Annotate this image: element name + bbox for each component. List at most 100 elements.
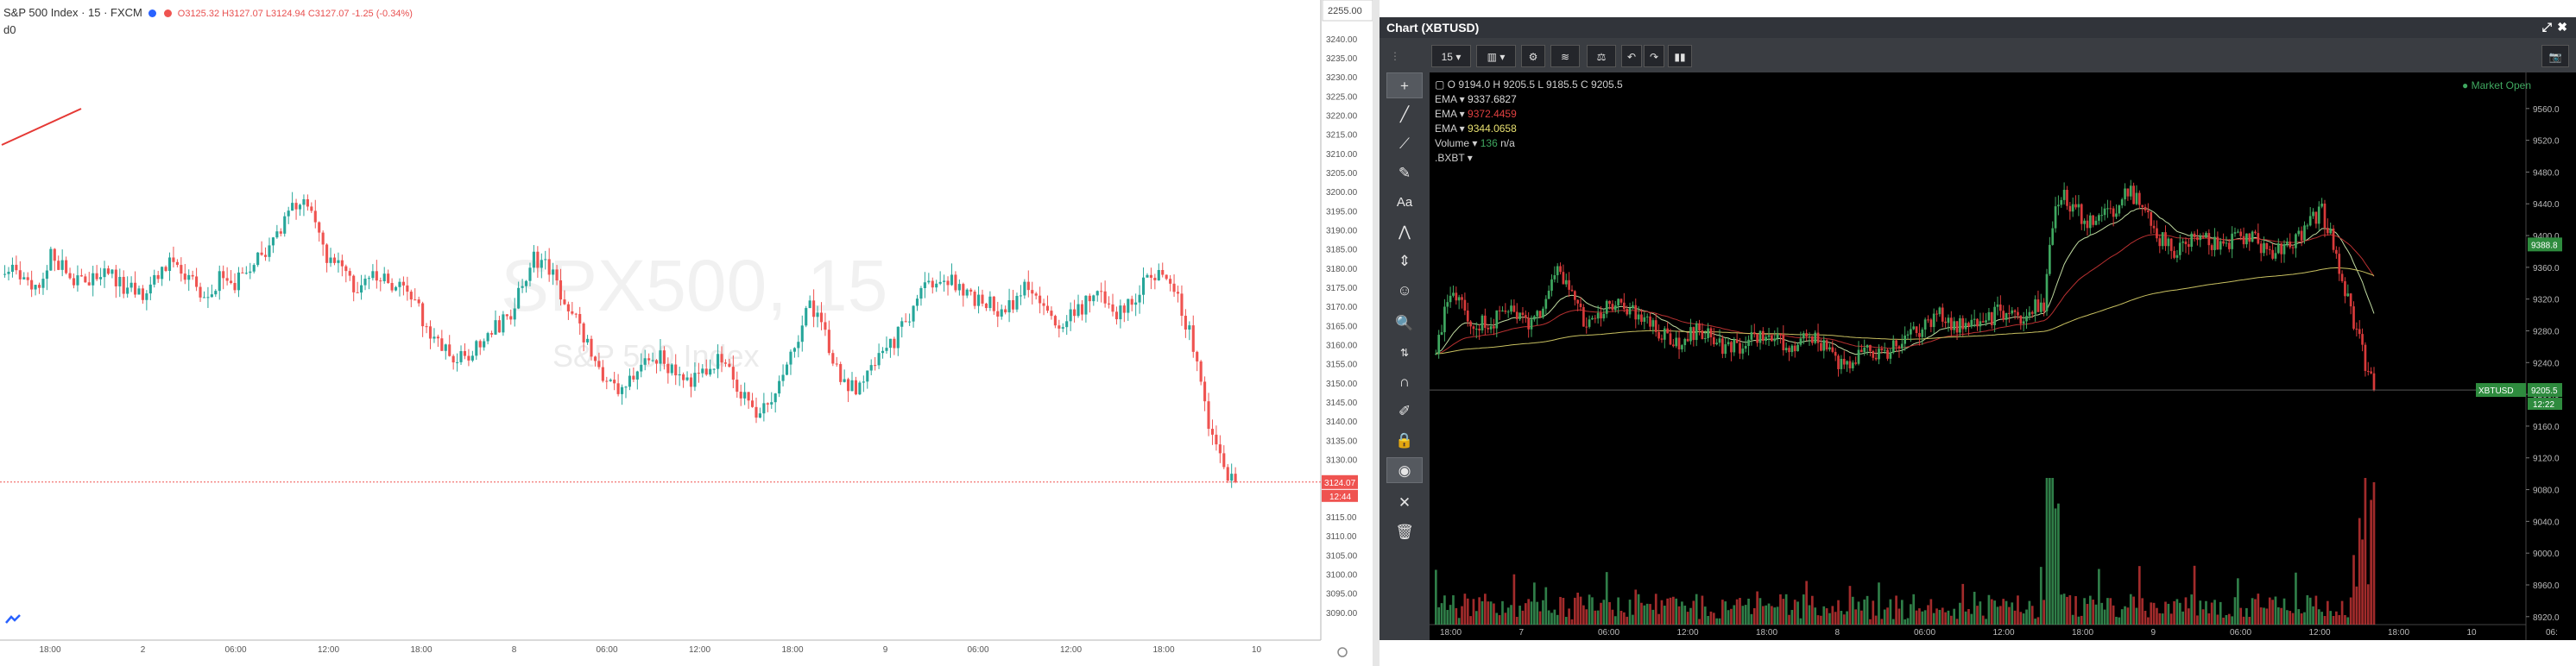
gear-icon[interactable]: ⚙ [1521,45,1545,67]
candle-body [1138,294,1141,303]
candle-body [528,267,532,281]
window-titlebar[interactable]: Chart (XBTUSD) ⤢ ✖ [1380,17,2576,38]
candle-body [1692,327,1695,341]
text-tool-icon[interactable]: Aa [1396,195,1413,210]
close-icon[interactable]: ✖ [2557,20,2567,34]
candle-body [555,269,559,281]
candle-body [1559,266,1562,273]
pattern-icon[interactable]: ⋀ [1398,223,1411,240]
candle-body [2039,302,2042,312]
candle-body [1065,321,1069,328]
brush-icon[interactable]: ✎ [1398,165,1411,181]
candle-body [417,299,420,304]
candle-body [750,400,754,407]
legend-index-row[interactable]: .BXBT ▾ [1435,152,1473,164]
candle-body [2207,233,2211,246]
candle-body [352,275,356,292]
measure-icon[interactable]: ⇕ [1398,253,1411,269]
legend-ema1-row[interactable]: EMA ▾ 9337.6827 [1435,93,1517,105]
candle-body [1880,349,1884,351]
candle-body [1023,281,1026,296]
candle-body [1226,467,1229,481]
bar-chart-icon[interactable]: ▮▮ [1668,45,1692,67]
volume-bar [1935,608,1938,625]
candle-body [1889,352,1892,359]
left-chart-panel[interactable]: SPX500, 15 S&P 500 Index 2255.00 3240.00 323… [0,0,1373,666]
candle-body [2248,233,2251,242]
candle-body [2274,253,2277,259]
eye-hide-icon[interactable]: ◉ [1386,457,1423,483]
y-tick-label: 3140.00 [1326,418,1358,427]
candle-body [2346,293,2350,297]
right-candlestick-chart[interactable]: 9560.0 9520.0 9480.0 9440.0 9400.0 9360.0 9320… [1430,72,2576,640]
fib-tool-icon[interactable]: ⟋ [1399,135,1410,152]
ema3-value: 9344.0658 [1468,123,1517,135]
draw-mode-icon[interactable]: ✐ [1398,403,1411,419]
candle-body [2361,334,2364,345]
lock-icon[interactable]: 🔒 [1395,432,1414,449]
candle-body [532,251,535,268]
candle-body [1891,340,1895,353]
volume-bar [2126,607,2130,625]
candle-body [1234,474,1237,482]
measure-zoom-icon[interactable]: ⇅ [1399,347,1410,359]
candle-body [122,276,125,294]
volume-bar [1683,606,1687,625]
candle-body [275,231,279,238]
interval-select[interactable]: 15 ▾ [1431,45,1471,67]
candle-body [2060,199,2063,205]
volume-bar [1874,615,1878,625]
chart-type-button[interactable]: ▥ ▾ [1476,45,1516,67]
legend-volume-row[interactable]: Volume ▾ 136 n/a [1435,137,1515,149]
volume-bar [1964,611,1967,625]
legend-ema2-row[interactable]: EMA ▾ 9372.4459 [1435,108,1517,120]
trash-icon[interactable]: 🗑 [1395,524,1414,540]
candle-body [950,274,954,286]
emoji-icon[interactable]: ☺ [1397,282,1412,298]
candle-body [68,273,72,279]
candle-body [919,287,923,299]
candle-body [2370,371,2372,374]
indicators-icon[interactable]: ≋ [1550,45,1580,67]
candle-body [2173,250,2175,258]
remove-drawings-icon[interactable]: ✕ [1398,494,1411,511]
redo-icon[interactable]: ↷ [1644,45,1664,67]
candle-body [736,380,739,393]
candle-body [536,251,540,268]
crosshair-icon[interactable]: + [1386,72,1423,98]
volume-bar [1721,600,1724,625]
candle-body [1837,355,1840,369]
collapse-icon[interactable]: ▢ [1435,79,1448,91]
candle-body [1042,303,1045,306]
camera-icon[interactable]: 📷 [2541,45,2569,67]
candle-body [164,267,167,272]
candle-body [1904,335,1907,344]
volume-bar [2156,607,2158,625]
magnet-icon[interactable]: ∩ [1398,374,1411,390]
volume-bar [2317,609,2320,625]
candle-body [1103,291,1107,304]
left-candlestick-chart[interactable]: SPX500, 15 S&P 500 Index 2255.00 3240.00 323… [0,0,1373,666]
candle-body [1157,269,1160,280]
expand-icon[interactable]: ⤢ [2541,20,2552,34]
candle-body [237,272,241,291]
volume-bar [2062,594,2066,625]
y-tick-label: 3135.00 [1326,437,1358,446]
candle-body [1011,299,1015,310]
legend-ema3-row[interactable]: EMA ▾ 9344.0658 [1435,123,1517,135]
panel-divider[interactable] [1373,0,1380,666]
volume-bar [1932,613,1935,625]
volume-bar [1553,609,1556,625]
compare-icon[interactable]: ⚖ [1587,45,1616,67]
candle-body [1761,330,1765,342]
candle-body [1594,317,1597,319]
tradingview-logo-icon[interactable] [5,614,22,625]
undo-icon[interactable]: ↶ [1621,45,1642,67]
zoom-icon[interactable]: 🔍 [1395,315,1414,331]
volume-bar [1747,598,1750,625]
candle-body [935,283,938,288]
candle-body [1973,318,1976,320]
trend-line-icon[interactable]: ╱ [1399,106,1410,123]
candle-body [1613,305,1617,311]
volume-bar [1576,592,1580,625]
